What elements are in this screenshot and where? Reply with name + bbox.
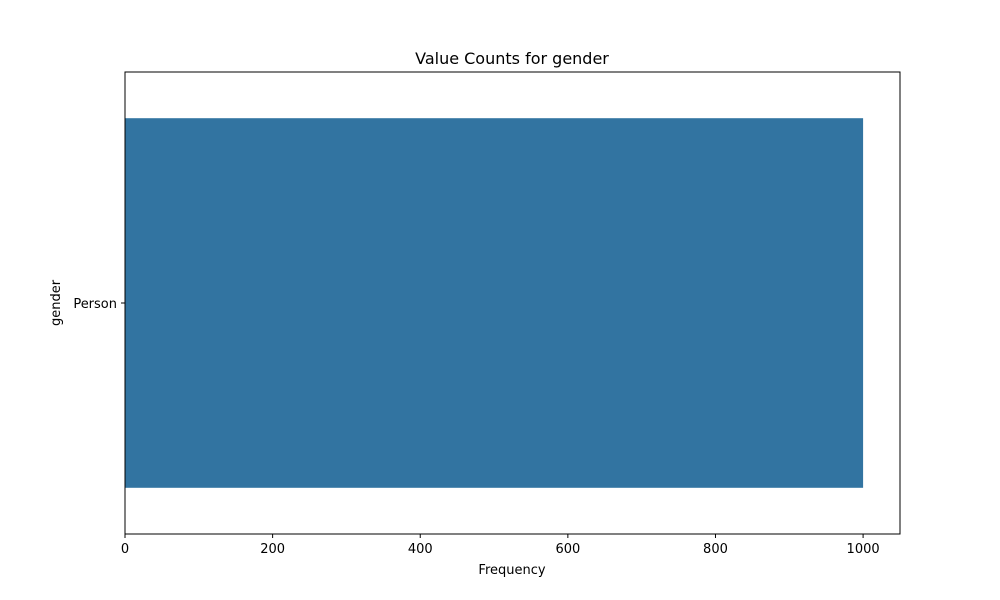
x-tick-label: 400 [408,542,433,557]
x-axis-label: Frequency [478,563,545,578]
chart-title: Value Counts for gender [415,49,609,68]
y-axis-label: gender [49,279,64,326]
bars-group [125,118,864,488]
x-axis-ticks: 0 200 400 600 800 1000 [121,534,880,557]
x-tick-label: 1000 [847,542,880,557]
x-tick-label: 800 [703,542,728,557]
bar-person [125,118,864,488]
x-tick-label: 200 [260,542,285,557]
x-tick-label: 600 [555,542,580,557]
y-tick-label: Person [73,297,117,312]
x-tick-label: 0 [121,542,129,557]
y-axis-ticks: Person [73,297,125,312]
